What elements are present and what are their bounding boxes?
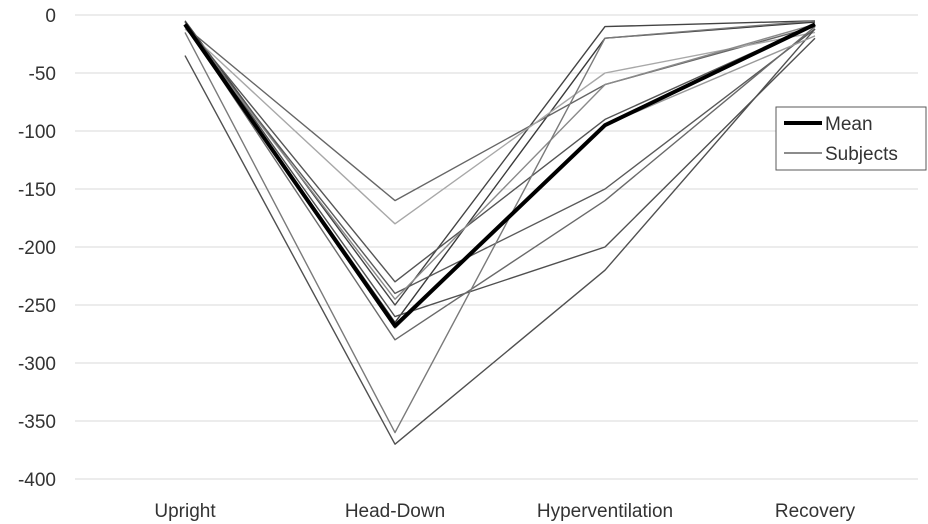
y-tick-label: -400 (18, 470, 56, 491)
y-tick-label: -300 (18, 354, 56, 375)
subject-line (184, 28, 816, 445)
x-tick-label: Hyperventilation (537, 501, 673, 522)
subject-line (184, 25, 816, 202)
subject-line (184, 23, 816, 341)
mean-series (183, 22, 816, 328)
x-tick-label: Upright (154, 501, 216, 522)
x-tick-label: Recovery (775, 501, 856, 522)
subject-line (184, 21, 816, 318)
legend-subjects-label: Subjects (825, 144, 898, 165)
y-axis-tick-labels: 0 -50 -100 -150 -200 -250 -300 -350 -400 (18, 6, 56, 491)
subject-line (184, 23, 816, 283)
x-tick-label: Head-Down (345, 501, 445, 522)
gridlines (75, 14, 918, 480)
y-tick-label: -100 (18, 122, 56, 143)
y-tick-label: -350 (18, 412, 56, 433)
y-tick-label: -200 (18, 238, 56, 259)
subject-line (184, 26, 816, 295)
y-tick-label: -50 (29, 64, 56, 85)
legend-box (775, 106, 927, 171)
subject-line (184, 23, 816, 300)
mean-line (183, 22, 816, 328)
x-axis-tick-labels: Upright Head-Down Hyperventilation Recovery (154, 501, 855, 522)
y-tick-label: -150 (18, 180, 56, 201)
subject-series (184, 20, 816, 445)
legend-mean-label: Mean (825, 114, 873, 135)
y-tick-label: -250 (18, 296, 56, 317)
legend: Mean Subjects (775, 106, 927, 171)
subject-line (184, 20, 816, 434)
subject-line (184, 28, 816, 225)
y-tick-label: 0 (45, 6, 56, 27)
